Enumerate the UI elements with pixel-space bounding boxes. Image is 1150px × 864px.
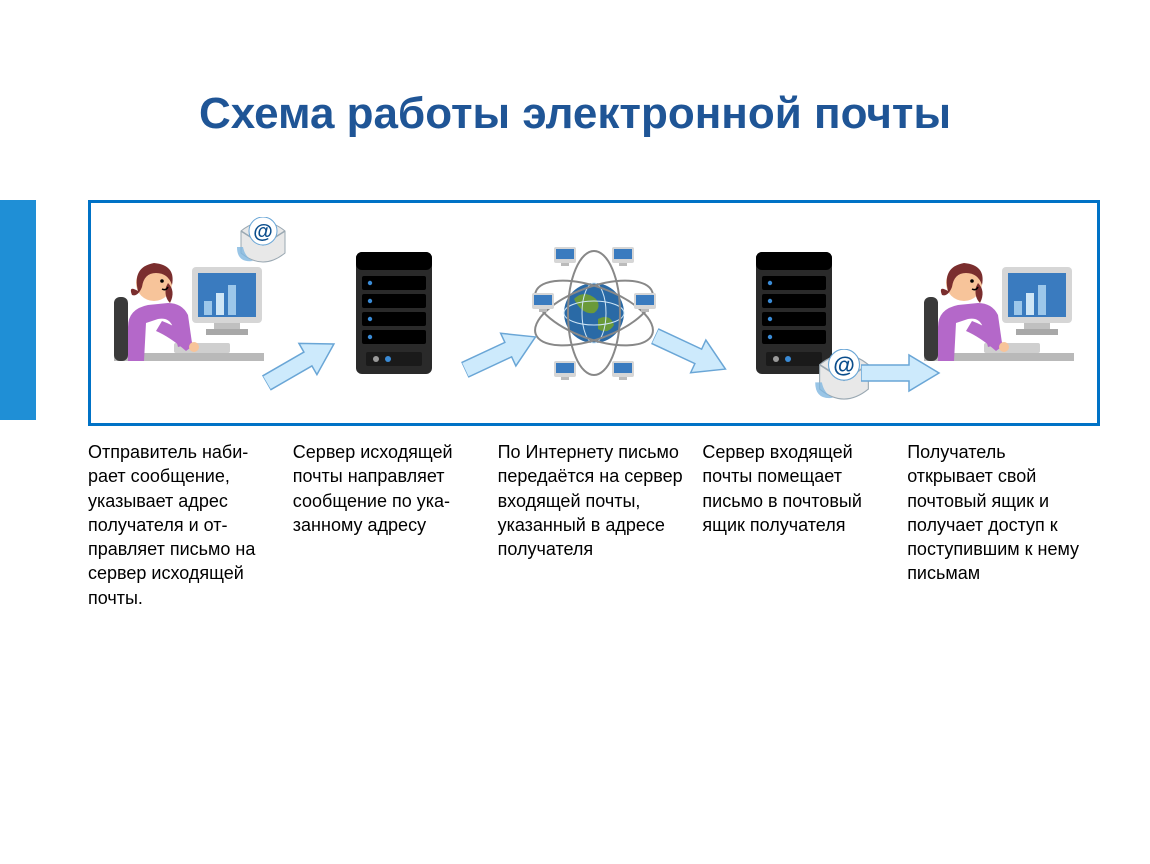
caption-outgoing-server: Сервер исходя­щей почты на­правляет сооб… xyxy=(293,440,480,610)
node-internet xyxy=(519,223,669,403)
caption-internet: По Интернету письмо пере­даётся на сер­в… xyxy=(498,440,685,610)
node-recipient xyxy=(919,223,1079,403)
node-sender xyxy=(109,223,269,403)
flow-icons-row xyxy=(91,203,1097,423)
flow-diagram: @ xyxy=(88,200,1100,426)
person-computer-icon xyxy=(924,243,1074,383)
caption-incoming-server: Сервер входя­щей почты по­мещает письмо … xyxy=(702,440,889,610)
arrow-icon xyxy=(861,353,941,393)
node-outgoing-server xyxy=(329,223,459,403)
page-title: Схема работы электронной почты xyxy=(0,89,1150,139)
node-incoming-server xyxy=(729,223,859,403)
server-icon xyxy=(350,243,438,383)
caption-recipient: Получатель открывает свой почтовый ящик … xyxy=(907,440,1094,610)
globe-network-icon xyxy=(524,243,664,383)
sidebar-accent xyxy=(0,200,36,420)
caption-sender: Отправитель наби­рает сообщение, указыва… xyxy=(88,440,275,610)
captions-row: Отправитель наби­рает сообщение, указыва… xyxy=(88,440,1094,610)
email-icon xyxy=(235,217,291,269)
